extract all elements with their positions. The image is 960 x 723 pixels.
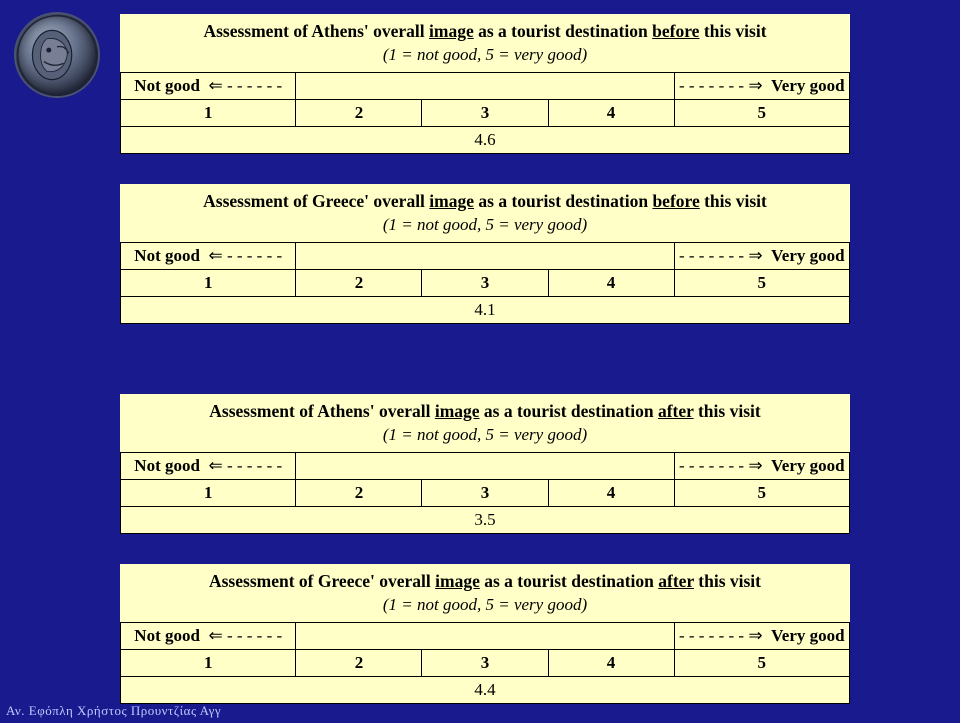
scale-cell: 5 <box>674 99 849 126</box>
title-text-pre: Assessment of Greece' overall <box>203 191 429 211</box>
scale-cell: 1 <box>121 479 296 506</box>
scale-cell: 4 <box>548 99 674 126</box>
block-subtitle: (1 = not good, 5 = very good) <box>120 424 850 452</box>
scale-header-row: Not good ⇐ - - - - - - - - - - - - - ⇒ V… <box>121 242 850 269</box>
value-cell: 4.6 <box>121 126 850 153</box>
header-spacer <box>296 242 674 269</box>
block-title: Assessment of Athens' overall image as a… <box>120 14 850 44</box>
scale-header-row: Not good ⇐ - - - - - - - - - - - - - ⇒ V… <box>121 622 850 649</box>
block-subtitle: (1 = not good, 5 = very good) <box>120 594 850 622</box>
title-underline-1: image <box>429 21 474 41</box>
scale-number-row: 1 2 3 4 5 <box>121 649 850 676</box>
title-underline-1: image <box>435 401 480 421</box>
title-text-mid: as a tourist destination <box>480 571 658 591</box>
scale-table: Not good ⇐ - - - - - - - - - - - - - ⇒ V… <box>120 452 850 534</box>
scale-number-row: 1 2 3 4 5 <box>121 99 850 126</box>
label-very-good: - - - - - - - ⇒ Very good <box>674 72 849 99</box>
scale-table: Not good ⇐ - - - - - - - - - - - - - ⇒ V… <box>120 72 850 154</box>
label-very-good: - - - - - - - ⇒ Very good <box>674 452 849 479</box>
scale-cell: 1 <box>121 649 296 676</box>
title-underline-1: image <box>429 191 474 211</box>
label-not-good: Not good ⇐ - - - - - - <box>121 622 296 649</box>
title-text-mid: as a tourist destination <box>480 401 658 421</box>
value-row: 4.4 <box>121 676 850 703</box>
title-text-post: this visit <box>694 571 761 591</box>
scale-cell: 3 <box>422 479 548 506</box>
value-row: 3.5 <box>121 506 850 533</box>
value-cell: 4.1 <box>121 296 850 323</box>
header-spacer <box>296 72 674 99</box>
title-underline-2: before <box>652 21 699 41</box>
emblem-svg <box>16 14 98 96</box>
scale-cell: 4 <box>548 649 674 676</box>
scale-cell: 2 <box>296 269 422 296</box>
label-very-good: - - - - - - - ⇒ Very good <box>674 242 849 269</box>
label-not-good: Not good ⇐ - - - - - - <box>121 452 296 479</box>
scale-cell: 2 <box>296 99 422 126</box>
title-text-pre: Assessment of Athens' overall <box>209 401 435 421</box>
scale-cell: 5 <box>674 479 849 506</box>
scale-cell: 4 <box>548 269 674 296</box>
title-underline-2: after <box>658 401 694 421</box>
page-root: Assessment of Athens' overall image as a… <box>0 0 960 723</box>
value-row: 4.1 <box>121 296 850 323</box>
scale-cell: 3 <box>422 649 548 676</box>
value-cell: 3.5 <box>121 506 850 533</box>
block-title: Assessment of Athens' overall image as a… <box>120 394 850 424</box>
scale-header-row: Not good ⇐ - - - - - - - - - - - - - ⇒ V… <box>121 72 850 99</box>
scale-cell: 2 <box>296 479 422 506</box>
value-row: 4.6 <box>121 126 850 153</box>
title-text-post: this visit <box>694 401 761 421</box>
title-underline-2: before <box>652 191 699 211</box>
label-not-good: Not good ⇐ - - - - - - <box>121 242 296 269</box>
header-spacer <box>296 622 674 649</box>
scale-cell: 5 <box>674 649 849 676</box>
assessment-block-2: Assessment of Athens' overall image as a… <box>120 394 850 534</box>
assessment-block-3: Assessment of Greece' overall image as a… <box>120 564 850 704</box>
block-subtitle: (1 = not good, 5 = very good) <box>120 44 850 72</box>
footer-text: Αν. Εφόπλη Χρήστος Προυντζίας Αγγ <box>6 703 221 719</box>
assessment-block-1: Assessment of Greece' overall image as a… <box>120 184 850 324</box>
header-spacer <box>296 452 674 479</box>
scale-cell: 3 <box>422 269 548 296</box>
scale-cell: 5 <box>674 269 849 296</box>
scale-cell: 1 <box>121 99 296 126</box>
assessment-block-0: Assessment of Athens' overall image as a… <box>120 14 850 154</box>
scale-table: Not good ⇐ - - - - - - - - - - - - - ⇒ V… <box>120 622 850 704</box>
scale-cell: 2 <box>296 649 422 676</box>
block-title: Assessment of Greece' overall image as a… <box>120 184 850 214</box>
title-underline-1: image <box>435 571 480 591</box>
label-not-good: Not good ⇐ - - - - - - <box>121 72 296 99</box>
scale-cell: 1 <box>121 269 296 296</box>
title-text-pre: Assessment of Greece' overall <box>209 571 435 591</box>
emblem-coin-image <box>16 14 98 96</box>
scale-header-row: Not good ⇐ - - - - - - - - - - - - - ⇒ V… <box>121 452 850 479</box>
block-subtitle: (1 = not good, 5 = very good) <box>120 214 850 242</box>
label-very-good: - - - - - - - ⇒ Very good <box>674 622 849 649</box>
title-text-post: this visit <box>699 21 766 41</box>
title-text-mid: as a tourist destination <box>474 21 652 41</box>
scale-cell: 4 <box>548 479 674 506</box>
value-cell: 4.4 <box>121 676 850 703</box>
title-text-pre: Assessment of Athens' overall <box>203 21 429 41</box>
scale-number-row: 1 2 3 4 5 <box>121 269 850 296</box>
scale-number-row: 1 2 3 4 5 <box>121 479 850 506</box>
title-text-post: this visit <box>700 191 767 211</box>
scale-cell: 3 <box>422 99 548 126</box>
title-text-mid: as a tourist destination <box>474 191 652 211</box>
scale-table: Not good ⇐ - - - - - - - - - - - - - ⇒ V… <box>120 242 850 324</box>
block-title: Assessment of Greece' overall image as a… <box>120 564 850 594</box>
title-underline-2: after <box>658 571 694 591</box>
